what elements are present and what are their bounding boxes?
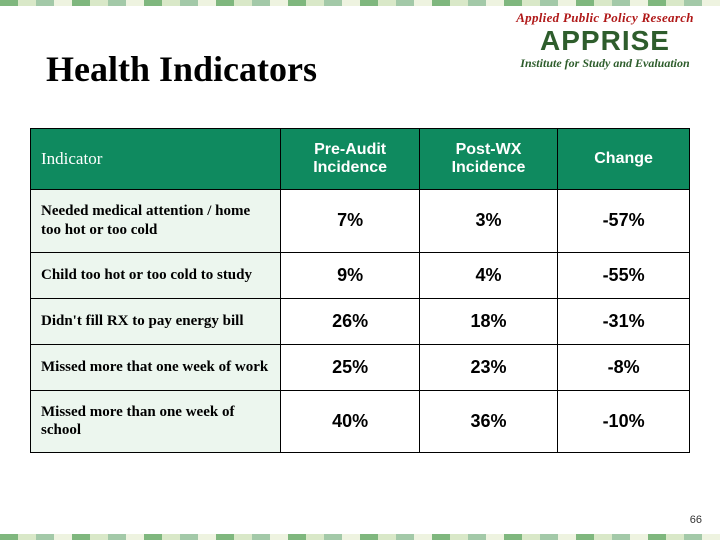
cell-post: 36% [419, 390, 557, 453]
cell-change: -10% [558, 390, 690, 453]
table-row: Missed more that one week of work 25% 23… [31, 344, 690, 390]
cell-indicator: Child too hot or too cold to study [31, 252, 281, 298]
table-row: Didn't fill RX to pay energy bill 26% 18… [31, 298, 690, 344]
cell-indicator: Needed medical attention / home too hot … [31, 190, 281, 253]
col-header-pre-audit: Pre-Audit Incidence [281, 129, 419, 190]
cell-post: 4% [419, 252, 557, 298]
table-header-row: Indicator Pre-Audit Incidence Post-WX In… [31, 129, 690, 190]
cell-pre: 26% [281, 298, 419, 344]
cell-indicator: Didn't fill RX to pay energy bill [31, 298, 281, 344]
logo-sub-text: Institute for Study and Evaluation [510, 56, 700, 71]
decorative-stripe-bottom [0, 534, 720, 540]
cell-post: 3% [419, 190, 557, 253]
page-number: 66 [690, 514, 702, 526]
decorative-stripe-top [0, 0, 720, 6]
cell-change: -8% [558, 344, 690, 390]
cell-indicator: Missed more than one week of school [31, 390, 281, 453]
table-row: Needed medical attention / home too hot … [31, 190, 690, 253]
cell-pre: 7% [281, 190, 419, 253]
apprise-logo: Applied Public Policy Research APPRISE I… [510, 10, 700, 71]
cell-pre: 40% [281, 390, 419, 453]
cell-post: 18% [419, 298, 557, 344]
cell-post: 23% [419, 344, 557, 390]
cell-indicator: Missed more that one week of work [31, 344, 281, 390]
table-row: Missed more than one week of school 40% … [31, 390, 690, 453]
table-row: Child too hot or too cold to study 9% 4%… [31, 252, 690, 298]
col-header-indicator: Indicator [31, 129, 281, 190]
logo-main-text: APPRISE [510, 27, 700, 55]
logo-arc-text: Applied Public Policy Research [510, 10, 700, 26]
page-title: Health Indicators [46, 48, 317, 90]
cell-change: -55% [558, 252, 690, 298]
cell-change: -31% [558, 298, 690, 344]
data-table: Indicator Pre-Audit Incidence Post-WX In… [30, 128, 690, 453]
cell-pre: 9% [281, 252, 419, 298]
health-indicators-table: Indicator Pre-Audit Incidence Post-WX In… [30, 128, 690, 453]
col-header-post-wx: Post-WX Incidence [419, 129, 557, 190]
col-header-change: Change [558, 129, 690, 190]
cell-pre: 25% [281, 344, 419, 390]
cell-change: -57% [558, 190, 690, 253]
